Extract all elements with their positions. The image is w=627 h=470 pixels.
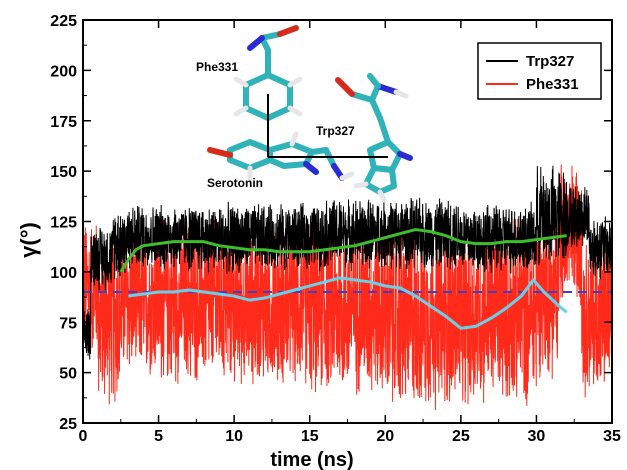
series-line-trp327 xyxy=(83,165,612,360)
x-tick-label: 15 xyxy=(301,428,319,445)
y-tick-label: 225 xyxy=(50,13,77,30)
trp327-label: Trp327 xyxy=(316,124,355,138)
x-tick-label: 0 xyxy=(79,428,88,445)
trp327-molecule-icon xyxy=(335,73,413,203)
y-tick-label: 150 xyxy=(50,164,77,181)
ticks-layer: 0 5 10 15 20 25 30 35 25 50 75 100 125 150 175 200 225 xyxy=(50,13,621,445)
legend: Trp327 Phe331 xyxy=(477,42,602,100)
y-tick-label: 175 xyxy=(50,114,77,131)
y-tick-label: 75 xyxy=(59,315,77,332)
molecule-inset: Phe331 Trp327 Serotonin xyxy=(196,25,413,203)
y-tick-label: 25 xyxy=(59,416,77,433)
y-tick-label: 50 xyxy=(59,366,77,383)
x-tick-label: 35 xyxy=(603,428,621,445)
x-axis-title: time (ns) xyxy=(270,449,353,470)
y-axis-title: γ(°) xyxy=(16,222,41,258)
series-line-phe331-running-average xyxy=(128,276,568,330)
x-tick-label: 5 xyxy=(154,428,163,445)
series-line-trp327-running-average xyxy=(119,228,567,273)
legend-box xyxy=(477,42,602,100)
x-tick-label: 30 xyxy=(528,428,546,445)
phe331-label: Phe331 xyxy=(196,60,238,74)
x-tick-label: 10 xyxy=(225,428,243,445)
series-layer xyxy=(83,164,612,410)
x-tick-label: 25 xyxy=(452,428,470,445)
serotonin-label: Serotonin xyxy=(207,176,263,190)
phe331-ring-icon xyxy=(233,25,303,121)
y-tick-label: 200 xyxy=(50,63,77,80)
plot-area xyxy=(83,164,612,410)
legend-label-trp327: Trp327 xyxy=(526,53,574,70)
legend-label-phe331: Phe331 xyxy=(526,76,579,93)
y-tick-label: 100 xyxy=(50,265,77,282)
x-tick-label: 20 xyxy=(376,428,394,445)
y-tick-label: 125 xyxy=(50,215,77,232)
